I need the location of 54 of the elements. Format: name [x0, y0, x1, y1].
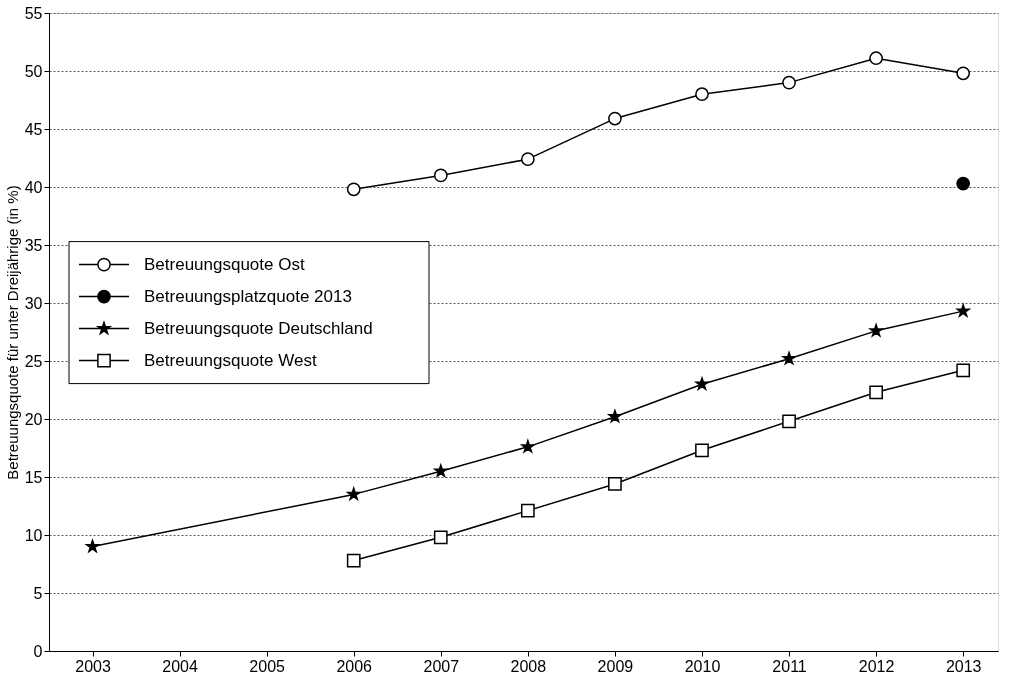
x-tick-label: 2010 — [684, 657, 721, 675]
point — [782, 75, 796, 90]
legend-label: Betreuungsquote Ost — [144, 254, 305, 274]
y-tick-label: 15 — [24, 468, 43, 486]
x-tick-label: 2003 — [75, 657, 111, 675]
y-tick-label: 5 — [33, 584, 43, 602]
point — [956, 66, 971, 81]
point — [347, 487, 361, 501]
point — [695, 377, 709, 390]
x-tick-label: 2012 — [858, 657, 895, 675]
point — [608, 111, 622, 126]
y-tick-label: 30 — [24, 294, 43, 312]
point — [869, 51, 883, 66]
point — [782, 414, 796, 429]
point — [869, 385, 883, 400]
x-tick-label: 2008 — [510, 657, 547, 675]
x-tick-label: 2006 — [336, 657, 373, 675]
x-tick-label: 2007 — [423, 657, 460, 675]
point — [433, 168, 448, 183]
y-tick-label: 40 — [24, 178, 43, 196]
point — [695, 87, 709, 102]
y-axis-title: Betreuungsquote für unter Dreijährige (in %) — [3, 185, 21, 480]
y-tick-label: 45 — [24, 120, 43, 138]
point — [520, 503, 535, 518]
y-tick-label: 25 — [24, 352, 43, 370]
point — [85, 539, 100, 553]
point — [869, 323, 883, 337]
point — [521, 439, 535, 453]
point — [346, 553, 361, 568]
legend-label: Betreuungsquote Deutschland — [144, 318, 373, 338]
x-tick-label: 2005 — [249, 657, 286, 675]
point — [520, 152, 535, 167]
point — [346, 182, 361, 197]
x-tick-label: 2009 — [597, 657, 634, 675]
y-tick-label: 10 — [24, 526, 43, 544]
y-tick-label: 35 — [24, 236, 43, 254]
x-tick-label: 2013 — [945, 657, 982, 675]
point — [956, 363, 971, 378]
x-tick-label: 2011 — [772, 657, 807, 675]
point — [782, 351, 796, 365]
y-tick-label: 50 — [24, 62, 43, 80]
y-tick-label: 20 — [24, 410, 43, 428]
point — [695, 443, 709, 458]
legend-label: Betreuungsplatzquote 2013 — [144, 286, 352, 306]
point — [434, 464, 448, 477]
point — [608, 409, 622, 423]
y-tick-label: 55 — [24, 4, 43, 22]
point — [956, 304, 970, 317]
point — [608, 477, 622, 491]
point — [433, 530, 448, 545]
legend-label: Betreuungsquote West — [144, 350, 317, 370]
point — [956, 176, 971, 191]
y-tick-label: 0 — [33, 642, 43, 660]
x-tick-label: 2004 — [162, 657, 198, 675]
